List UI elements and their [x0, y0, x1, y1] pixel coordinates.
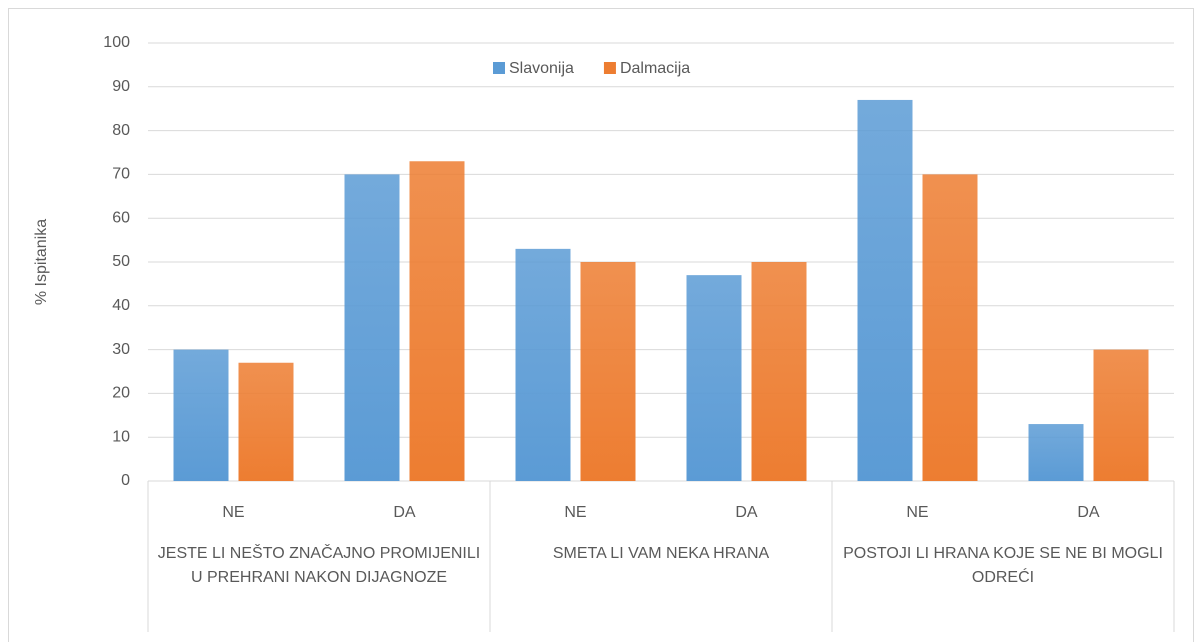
bar [1093, 349, 1149, 481]
y-tick-label: 70 [112, 166, 130, 183]
bar [857, 99, 913, 481]
group-label: SMETA LI VAM NEKA HRANA [552, 545, 770, 562]
bar [686, 275, 742, 481]
x-tick-label: DA [393, 504, 416, 521]
legend-label: Slavonija [509, 60, 574, 77]
legend-swatch [493, 62, 505, 74]
legend-swatch [603, 62, 616, 74]
y-tick-label: 20 [112, 385, 130, 402]
bar [173, 349, 229, 481]
bar [344, 174, 400, 481]
group-label: POSTOJI LI HRANA KOJE SE NE BI MOGLI ODR… [843, 545, 1163, 586]
y-tick-label: 90 [112, 78, 130, 95]
y-tick-label: 0 [121, 472, 130, 489]
x-tick-label: NE [906, 504, 928, 521]
y-tick-label: 100 [103, 34, 130, 51]
bar [922, 174, 978, 481]
bar [580, 262, 636, 481]
x-tick-label: NE [564, 504, 586, 521]
y-tick-label: 30 [112, 341, 130, 358]
y-tick-label: 60 [112, 209, 130, 226]
x-tick-label: DA [1077, 504, 1100, 521]
legend-label: Dalmacija [620, 60, 690, 77]
chart-border [8, 8, 1194, 642]
bar [238, 362, 294, 481]
x-tick-label: DA [735, 504, 758, 521]
y-tick-label: 80 [112, 122, 130, 139]
bar [751, 262, 807, 481]
bar [1028, 424, 1084, 481]
bar [409, 161, 465, 481]
y-tick-label: 40 [112, 297, 130, 314]
y-tick-label: 50 [112, 253, 130, 270]
x-tick-label: NE [222, 504, 244, 521]
y-axis-label: % Ispitanika [33, 219, 50, 305]
group-label: JESTE LI NEŠTO ZNAČAJNO PROMIJENILI U PR… [157, 545, 481, 586]
bar [515, 248, 571, 481]
y-tick-label: 10 [112, 428, 130, 445]
